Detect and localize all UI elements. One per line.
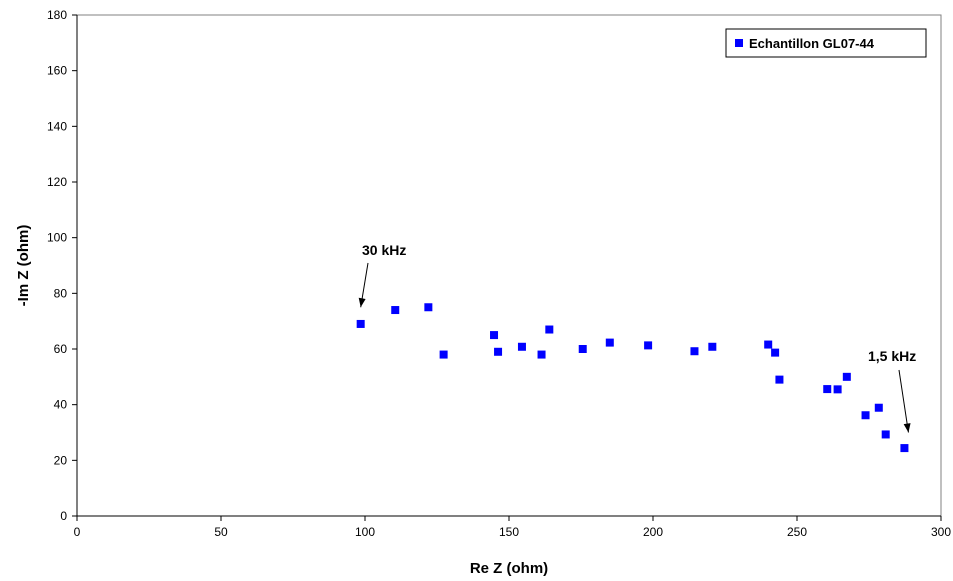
data-point [833,385,842,394]
x-axis-title: Re Z (ohm) [470,560,548,577]
y-tick-label: 160 [47,64,67,78]
data-point [356,319,365,328]
data-point [578,345,587,353]
data-point [861,411,870,420]
data-point [775,375,784,384]
data-point [881,430,890,439]
plot-area [76,14,942,517]
data-point [545,325,554,334]
data-points [356,303,909,453]
y-tick-label: 120 [47,175,67,189]
annotation-1-5khz-label: 1,5 kHz [868,348,916,364]
y-tick-label: 180 [47,8,67,22]
data-point [771,348,780,357]
data-point [842,372,851,381]
annotation-1-5khz-arrowhead [903,423,911,433]
x-tick-label: 150 [499,525,519,539]
y-axis-ticks: 0 20 40 60 80 100 120 140 160 180 [47,8,77,523]
data-point [605,338,614,347]
data-point [708,342,717,351]
y-tick-label: 80 [54,286,68,300]
annotation-1-5khz-arrow [898,369,909,433]
annotations: 30 kHz 1,5 kHz [358,242,916,433]
y-tick-label: 60 [54,342,68,356]
data-point [823,385,832,394]
y-tick-label: 40 [54,398,68,412]
annotation-30khz-label: 30 kHz [362,242,406,258]
y-tick-label: 140 [47,119,67,133]
data-point [764,340,773,349]
data-point [644,341,653,350]
data-point [900,444,909,453]
x-tick-label: 200 [643,525,663,539]
data-point [690,347,699,356]
data-point [490,331,499,340]
data-point [424,303,433,312]
y-axis-title: -Im Z (ohm) [15,225,32,307]
data-point [494,347,503,356]
legend-marker [735,39,743,47]
legend: Echantillon GL07-44 [725,28,927,58]
x-axis-ticks: 0 50 100 150 200 250 300 [74,516,951,539]
x-tick-label: 0 [74,525,81,539]
x-tick-label: 100 [355,525,375,539]
axes [76,14,942,517]
x-tick-label: 250 [787,525,807,539]
annotation-30khz-arrowhead [358,297,366,308]
data-point [391,306,400,315]
legend-box [725,28,927,58]
y-tick-label: 0 [60,509,67,523]
data-point [874,403,883,412]
legend-series-label: Echantillon GL07-44 [749,36,875,51]
data-point [537,350,546,359]
data-point [517,342,526,351]
y-tick-label: 100 [47,231,67,245]
x-tick-label: 50 [214,525,228,539]
y-tick-label: 20 [54,453,68,467]
data-point [439,350,448,359]
x-tick-label: 300 [931,525,951,539]
